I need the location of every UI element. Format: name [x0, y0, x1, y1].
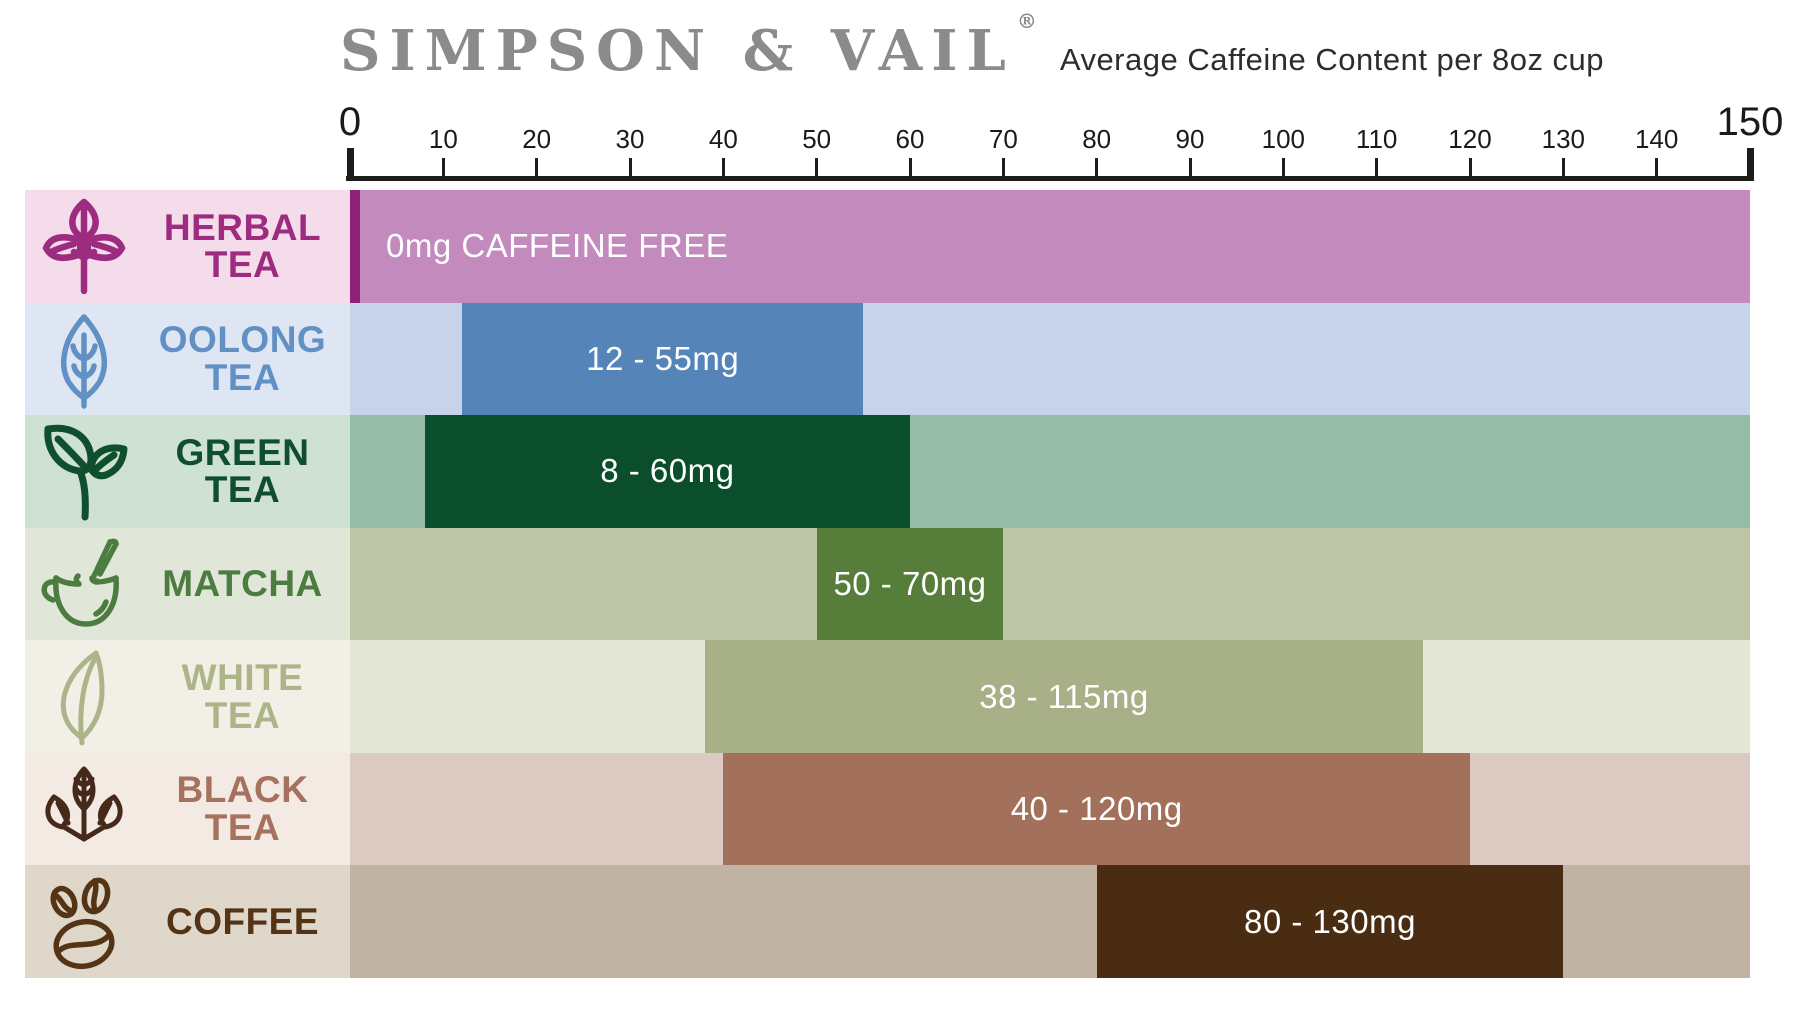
axis-tick [1746, 148, 1754, 178]
chart-row: BLACK TEA 40 - 120mg [0, 752, 1800, 866]
caffeine-bar: 0mg CAFFEINE FREE [350, 190, 1750, 303]
caffeine-range-label: 8 - 60mg [600, 452, 735, 490]
row-name: BLACK TEA [176, 769, 309, 849]
row-track: 8 - 60mg [350, 415, 1750, 528]
row-name: HERBAL TEA [163, 206, 322, 286]
row-label-cell: MATCHA [25, 527, 350, 641]
caffeine-range-label: 80 - 130mg [1244, 902, 1416, 940]
axis-tick-label: 20 [522, 124, 552, 154]
row-label-cell: WHITE TEA [25, 640, 350, 753]
axis-tick [1095, 158, 1099, 176]
row-track: 50 - 70mg [350, 527, 1750, 641]
caffeine-range-label: 40 - 120mg [1010, 790, 1183, 828]
caffeine-bar: 40 - 120mg [723, 752, 1470, 866]
axis-tick-label: 90 [1175, 124, 1205, 154]
chart-header: SIMPSON & VAIL ® Average Caffeine Content… [340, 9, 1605, 84]
brand-logo: SIMPSON & VAIL ® [340, 9, 1046, 84]
row-label-cell: OOLONG TEA [25, 302, 350, 416]
axis-tick [1561, 158, 1565, 176]
chart-title: Average Caffeine Content per 8oz cup [1059, 42, 1605, 77]
row-track: 40 - 120mg [350, 752, 1750, 866]
axis-tick [441, 158, 445, 176]
axis-tick-label: 100 [1261, 124, 1306, 154]
axis-tick-label: 30 [615, 124, 645, 154]
matcha-bowl-icon [25, 532, 143, 636]
caffeine-bar: 8 - 60mg [424, 415, 910, 528]
coffee-beans-icon [25, 870, 143, 974]
axis-tick [1655, 158, 1659, 176]
row-name: GREEN TEA [175, 431, 310, 511]
row-label-cell: COFFEE [25, 865, 350, 978]
caffeine-bar: 50 - 70mg [816, 527, 1004, 641]
axis-tick [815, 158, 819, 176]
chart-row: GREEN TEA 8 - 60mg [0, 415, 1800, 528]
chart-row: HERBAL TEA 0mg CAFFEINE FREE [0, 190, 1800, 303]
axis-tick [346, 148, 354, 178]
caffeine-range-label: 12 - 55mg [586, 339, 740, 377]
chart-row: OOLONG TEA 12 - 55mg [0, 302, 1800, 416]
axis-tick [535, 158, 539, 176]
x-axis-line [346, 176, 1754, 181]
axis-tick [628, 158, 632, 176]
axis-tick-label: 130 [1541, 124, 1586, 154]
chart-row: WHITE TEA 38 - 115mg [0, 640, 1800, 753]
green-sprout-icon [25, 419, 143, 523]
axis-tick-label: 10 [428, 124, 458, 154]
axis-tick-label: 70 [988, 124, 1018, 154]
axis-tick-label: 140 [1634, 124, 1679, 154]
registered-trademark-icon: ® [1016, 9, 1046, 34]
row-track: 12 - 55mg [350, 302, 1750, 416]
chart-row: COFFEE 80 - 130mg [0, 865, 1800, 978]
axis-tick-label: 40 [708, 124, 738, 154]
caffeine-bar: 80 - 130mg [1096, 865, 1564, 978]
axis-tick-label: 150 [1716, 100, 1784, 144]
axis-tick [1375, 158, 1379, 176]
axis-tick-label: 60 [895, 124, 925, 154]
chart-row: MATCHA 50 - 70mg [0, 527, 1800, 641]
black-leaves-icon [25, 757, 143, 861]
axis-tick-label: 80 [1082, 124, 1112, 154]
axis-tick [1468, 158, 1472, 176]
row-name: COFFEE [165, 900, 320, 942]
row-label-cell: BLACK TEA [25, 752, 350, 866]
axis-tick-label: 110 [1355, 124, 1398, 154]
row-track: 0mg CAFFEINE FREE [350, 190, 1750, 303]
axis-tick [721, 158, 725, 176]
axis-tick [1281, 158, 1285, 176]
caffeine-range-label: 50 - 70mg [833, 564, 987, 602]
caffeine-bar: 12 - 55mg [462, 302, 864, 416]
axis-tick [908, 158, 912, 176]
caffeine-range-label: 38 - 115mg [979, 677, 1149, 715]
row-name: MATCHA [162, 563, 323, 605]
axis-tick [1188, 158, 1192, 176]
row-label-cell: GREEN TEA [25, 415, 350, 528]
row-track: 80 - 130mg [350, 865, 1750, 978]
row-label-cell: HERBAL TEA [25, 190, 350, 303]
axis-tick-label: 120 [1448, 124, 1492, 154]
caffeine-bar: 38 - 115mg [704, 640, 1424, 753]
herbal-sprig-icon [25, 194, 143, 298]
row-name: WHITE TEA [181, 656, 304, 736]
row-track: 38 - 115mg [350, 640, 1750, 753]
axis-tick-label: 0 [338, 100, 362, 144]
axis-tick-label: 50 [802, 124, 832, 154]
white-leaf-icon [25, 645, 143, 749]
caffeine-range-label: 0mg CAFFEINE FREE [386, 227, 729, 265]
axis-tick [1001, 158, 1005, 176]
row-name: OOLONG TEA [158, 319, 327, 398]
oolong-leaf-icon [25, 307, 143, 411]
